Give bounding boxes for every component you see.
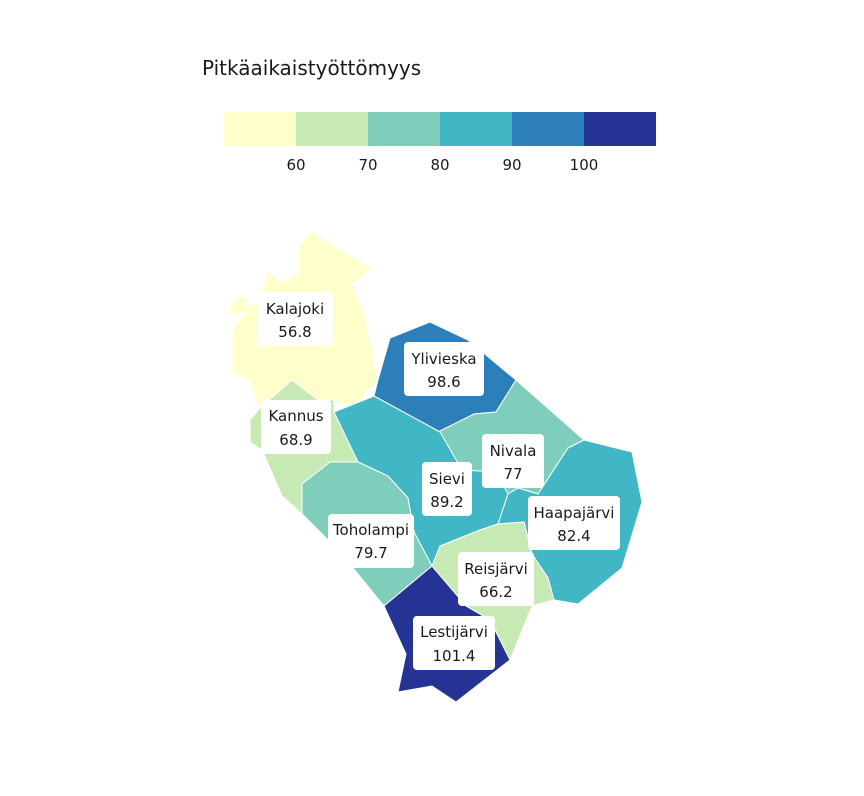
label-haapajarvi: Haapajärvi 82.4: [528, 496, 620, 550]
region-value: 66.2: [479, 583, 512, 601]
region-value: 56.8: [278, 323, 311, 341]
region-name: Reisjärvi: [464, 560, 528, 578]
label-kannus: Kannus 68.9: [261, 400, 331, 454]
legend-tick: 100: [570, 156, 599, 174]
label-reisjarvi: Reisjärvi 66.2: [458, 552, 534, 606]
region-name: Kalajoki: [266, 300, 324, 318]
legend-swatch-1: [224, 112, 296, 146]
legend-scale: 60 70 80 90 100: [224, 112, 656, 174]
region-labels: Kalajoki 56.8 Kannus 68.9 Ylivieska 98.6…: [257, 292, 620, 670]
legend-tick: 60: [286, 156, 305, 174]
region-value: 77: [503, 465, 522, 483]
legend-swatch-3: [368, 112, 440, 146]
legend-tick: 70: [358, 156, 377, 174]
region-value: 101.4: [433, 647, 476, 665]
region-name: Haapajärvi: [534, 504, 615, 522]
region-name: Lestijärvi: [420, 623, 488, 641]
legend-swatch-5: [512, 112, 584, 146]
region-value: 79.7: [354, 544, 387, 562]
legend-swatch-4: [440, 112, 512, 146]
label-ylivieska: Ylivieska 98.6: [404, 342, 484, 396]
region-value: 89.2: [430, 493, 463, 511]
region-value: 82.4: [557, 527, 590, 545]
legend-title: Pitkäaikaistyöttömyys: [202, 56, 422, 80]
label-toholampi: Toholampi 79.7: [328, 514, 414, 568]
label-kalajoki: Kalajoki 56.8: [257, 292, 333, 346]
legend-swatch-2: [296, 112, 368, 146]
region-name: Ylivieska: [410, 350, 476, 368]
region-name: Nivala: [490, 442, 537, 460]
region-value: 98.6: [427, 373, 460, 391]
region-name: Toholampi: [332, 521, 409, 539]
label-nivala: Nivala 77: [482, 434, 544, 488]
region-name: Kannus: [268, 407, 323, 425]
region-name: Sievi: [429, 470, 465, 488]
legend-swatch-6: [584, 112, 656, 146]
label-lestijarvi: Lestijärvi 101.4: [413, 616, 495, 670]
legend-tick: 80: [430, 156, 449, 174]
region-value: 68.9: [279, 431, 312, 449]
legend-tick: 90: [502, 156, 521, 174]
label-sievi: Sievi 89.2: [422, 462, 472, 516]
